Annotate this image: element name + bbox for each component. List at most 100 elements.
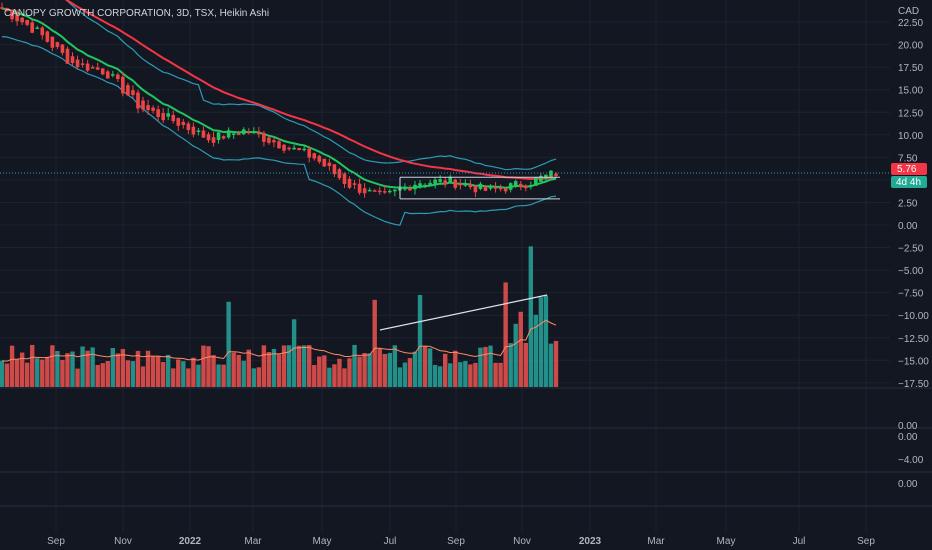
volume-bar: [392, 345, 398, 387]
price-tick-label: 17.50: [898, 63, 923, 74]
candle-body: [413, 184, 417, 190]
candle-body: [156, 109, 160, 118]
candle-body: [186, 123, 191, 130]
pane-axis-label: 0.00: [898, 432, 918, 443]
ema-slow-line: [64, 0, 557, 181]
volume-bar: [533, 314, 539, 387]
candle-body: [216, 132, 221, 141]
candle-body: [287, 147, 291, 150]
candle-body: [70, 56, 75, 63]
candle-body: [25, 20, 29, 25]
candle-body: [423, 184, 427, 187]
candle-body: [458, 183, 463, 186]
candle-body: [111, 74, 115, 76]
countdown-label: 4d 4h: [896, 177, 921, 188]
volume-bar: [120, 348, 126, 387]
pane-axis-label: −4.00: [898, 455, 924, 466]
volume-bar: [4, 363, 10, 387]
candle-body: [428, 182, 432, 185]
price-axis[interactable]: 22.5020.0017.5015.0012.5010.007.505.002.…: [898, 18, 929, 390]
volume-bar: [95, 364, 100, 387]
candle-body: [473, 185, 478, 193]
pane-axis-label: 0.00: [898, 421, 918, 432]
candle-body: [302, 148, 306, 151]
pane-axis-label: 0.00: [898, 479, 918, 490]
volume-bar: [291, 319, 297, 387]
volume-bar: [206, 346, 211, 387]
time-tick-label: Sep: [857, 536, 875, 547]
bollinger-bands: [1, 0, 557, 226]
price-tick-label: 20.00: [898, 41, 923, 52]
candle-body: [30, 22, 35, 33]
volume-bar: [523, 342, 528, 387]
volume-bar: [483, 346, 488, 387]
candle-body: [166, 113, 170, 117]
candle-body: [549, 170, 553, 177]
time-axis[interactable]: Sep Nov 2022 Mar May Jul Sep Nov 2023 Mar May Jul Se…: [47, 536, 875, 547]
volume-bars: [0, 246, 559, 387]
candle-body: [498, 187, 503, 190]
candle-body: [241, 129, 246, 135]
candle-body: [231, 133, 236, 135]
candle-body: [90, 67, 95, 69]
volume-bar: [518, 311, 523, 387]
volume-bar: [402, 362, 408, 387]
candle-body: [15, 14, 19, 22]
volume-bar: [548, 343, 554, 387]
candle-body: [317, 155, 322, 162]
volume-bar: [382, 354, 387, 387]
volume-bar: [266, 352, 272, 387]
candle-body: [191, 126, 196, 135]
candle-body: [523, 185, 528, 189]
volume-bar: [458, 362, 463, 387]
candle-body: [80, 63, 85, 65]
candle-body: [272, 140, 276, 143]
volume-bar: [231, 352, 236, 387]
price-tick-label: −15.00: [898, 356, 929, 367]
candles: [0, 2, 558, 198]
candle-body: [453, 179, 458, 188]
candle-body: [20, 17, 24, 23]
candle-body: [176, 118, 181, 126]
volume-bar: [30, 344, 35, 387]
volume-bar: [55, 351, 60, 387]
indicator-panes: 0.000.00−4.000.00: [0, 387, 932, 507]
candle-body: [171, 114, 176, 122]
price-tick-label: −2.50: [898, 244, 924, 255]
volume-bar: [307, 345, 312, 387]
candle-body: [418, 183, 422, 188]
candle-body: [332, 164, 337, 175]
time-tick-label: 2023: [579, 536, 602, 547]
last-price-badge: [891, 163, 927, 176]
volume-bar: [130, 361, 136, 387]
candle-body: [377, 190, 382, 193]
volume-bar: [357, 356, 362, 387]
volume-bar: [327, 367, 332, 387]
price-tick-label: 12.50: [898, 108, 923, 119]
volume-bar: [181, 361, 186, 387]
time-tick-label: Sep: [47, 536, 65, 547]
candle-body: [267, 137, 271, 143]
candle-body: [554, 173, 558, 176]
volume-bar: [85, 350, 90, 387]
price-tick-label: −10.00: [898, 311, 929, 322]
candle-body: [151, 107, 155, 111]
candle-body: [388, 190, 392, 193]
candle-body: [508, 183, 513, 190]
candle-body: [206, 134, 211, 141]
candle-body: [181, 121, 186, 126]
time-tick-label: Nov: [513, 536, 531, 547]
candle-body: [307, 148, 312, 158]
candle-body: [539, 175, 543, 182]
volume-bar: [160, 362, 166, 387]
candle-body: [347, 178, 352, 188]
candle-body: [121, 76, 125, 94]
volume-bar: [196, 364, 201, 387]
volume-bar: [337, 358, 342, 387]
volume-bar: [60, 359, 65, 387]
volume-trend-line: [379, 294, 548, 331]
volume-bar: [427, 348, 433, 387]
